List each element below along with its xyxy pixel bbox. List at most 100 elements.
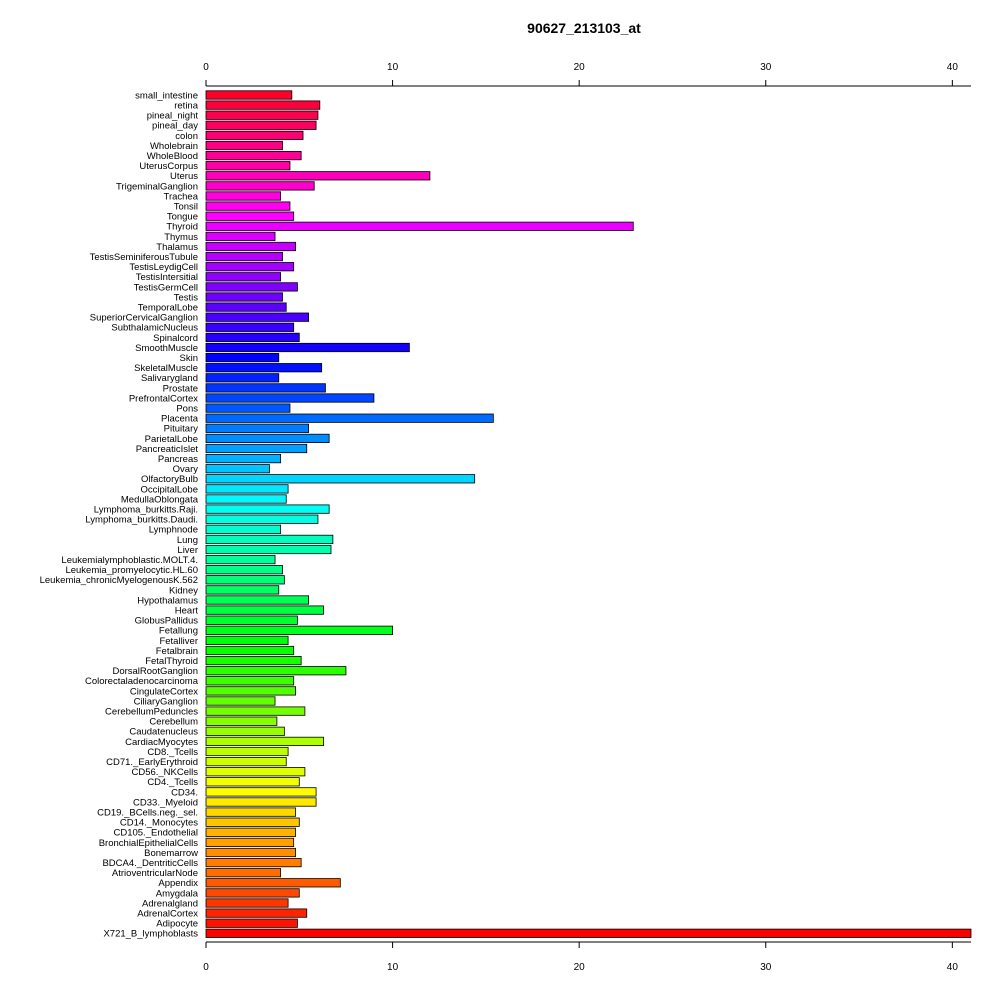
bar (205, 272, 282, 282)
chart-title: 90627_213103_at (527, 20, 641, 36)
bar (205, 373, 280, 383)
bar (205, 201, 291, 211)
category-label: Heart (175, 606, 199, 617)
bar (205, 746, 289, 757)
bar (205, 898, 289, 908)
bar (205, 171, 431, 181)
category-label: Trachea (164, 191, 199, 202)
category-label: FetalThyroid (145, 656, 198, 667)
bar (205, 847, 296, 858)
category-label: Pons (176, 404, 198, 415)
bar (205, 383, 326, 393)
bar (205, 413, 494, 423)
top-tick-label: 10 (387, 62, 399, 73)
bar (205, 231, 276, 241)
top-tick-label: 30 (760, 62, 772, 73)
category-label: Hypothalamus (137, 595, 198, 606)
bar (205, 443, 308, 454)
category-label: CD71._EarlyErythroid (106, 757, 198, 768)
bar (205, 868, 282, 878)
category-label: colon (175, 131, 198, 142)
category-label: BronchialEpithelialCells (99, 838, 199, 849)
category-label: OlfactoryBulb (141, 474, 198, 485)
category-label: Pancreas (158, 454, 198, 465)
category-label: CD4._Tcells (147, 777, 198, 788)
category-label: PrefrontalCortex (129, 393, 198, 404)
category-label: SkeletalMuscle (134, 363, 198, 374)
category-label: AdrenalCortex (137, 909, 198, 920)
bar (205, 757, 287, 767)
bar (205, 241, 296, 252)
bar (205, 150, 302, 161)
category-label: SubthalamicNucleus (111, 323, 198, 334)
category-label: Pituitary (164, 424, 199, 435)
bar (205, 393, 375, 403)
bar (205, 120, 317, 130)
bottom-tick-label: 20 (574, 962, 586, 973)
top-x-axis: 0 10 20 30 40 (203, 62, 971, 87)
bar (205, 161, 291, 171)
category-label: CD14._Monocytes (120, 818, 198, 829)
bottom-tick-label: 30 (760, 962, 772, 973)
bar (205, 797, 317, 807)
category-label: CD105._Endothelial (113, 828, 198, 839)
bar (205, 575, 285, 585)
bar (205, 221, 634, 231)
bottom-tick-label: 40 (947, 962, 959, 973)
category-label: SmoothMuscle (135, 343, 198, 354)
category-label: TestisIntersitial (136, 272, 198, 283)
bar (205, 635, 289, 646)
category-label: CerebellumPeduncles (105, 707, 198, 718)
category-label: CD34. (171, 787, 198, 798)
category-label: SuperiorCervicalGanglion (90, 313, 198, 324)
bar (205, 656, 302, 666)
bar (205, 878, 341, 888)
top-tick-label: 40 (947, 62, 959, 73)
category-label: Adipocyte (156, 919, 198, 930)
bar (205, 363, 323, 373)
category-label: Prostate (163, 383, 198, 394)
category-label: UterusCorpus (139, 161, 198, 172)
category-label: Colorectaladenocarcinoma (85, 676, 199, 687)
category-label: PancreaticIslet (136, 444, 199, 455)
bar (205, 565, 283, 575)
category-label: Thymus (164, 232, 198, 243)
bar (205, 140, 283, 151)
category-label: X721_B_lymphoblasts (103, 929, 198, 940)
category-label: CingulateCortex (130, 686, 198, 697)
bars (205, 90, 972, 938)
bar (205, 524, 282, 534)
bar (205, 433, 330, 444)
category-label: pineal_day (152, 121, 198, 132)
category-label: pineal_night (147, 111, 199, 122)
category-label: Thyroid (166, 222, 198, 233)
category-label: ParietalLobe (145, 434, 198, 445)
bar (205, 605, 324, 615)
category-label: Fetalbrain (156, 646, 198, 657)
bar (205, 777, 300, 787)
bar (205, 686, 296, 696)
category-label: small_intestine (135, 90, 198, 101)
category-label: Tonsil (174, 202, 198, 213)
bar (205, 282, 298, 292)
category-label: Liver (177, 545, 198, 556)
bar (205, 817, 300, 827)
category-labels: small_intestineretinapineal_nightpineal_… (40, 90, 199, 939)
category-label: OccipitalLobe (140, 484, 198, 495)
category-label: Skin (180, 353, 198, 364)
category-label: DorsalRootGanglion (112, 666, 198, 677)
bar (205, 716, 278, 726)
category-label: Bonemarrow (144, 848, 198, 859)
bar (205, 342, 410, 353)
top-tick-label: 0 (203, 62, 209, 73)
bottom-tick-label: 0 (203, 962, 209, 973)
category-label: TrigeminalGanglion (116, 181, 198, 192)
bar (205, 312, 310, 322)
category-label: CD33._Myeloid (133, 797, 198, 808)
category-label: Leukemialymphoblastic.MOLT.4. (61, 555, 198, 566)
bar (205, 666, 347, 676)
bar (205, 706, 306, 716)
category-label: CardiacMyocytes (125, 737, 198, 748)
category-label: Testis (174, 292, 199, 303)
